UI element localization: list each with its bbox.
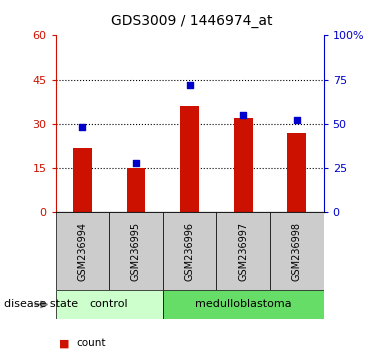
Text: GSM236998: GSM236998 (292, 222, 302, 281)
Point (133, 160, 139, 166)
Bar (56, 212, 109, 290)
Text: medulloblastoma: medulloblastoma (195, 299, 291, 309)
Text: disease state: disease state (4, 299, 78, 309)
Bar (287, 133, 306, 212)
Bar (163, 212, 216, 290)
Bar (126, 168, 146, 212)
Text: GSM236994: GSM236994 (77, 222, 87, 281)
Bar (234, 118, 253, 212)
Text: GSM236997: GSM236997 (238, 222, 248, 281)
Point (240, 112, 246, 118)
Text: control: control (90, 299, 128, 309)
Text: GSM236996: GSM236996 (185, 222, 195, 281)
Text: count: count (77, 338, 106, 348)
Bar (216, 212, 270, 290)
Bar (180, 106, 199, 212)
Text: GDS3009 / 1446974_at: GDS3009 / 1446974_at (111, 14, 272, 28)
Point (294, 118, 300, 123)
Point (187, 82, 193, 88)
Bar (270, 212, 324, 290)
Bar (56, 290, 163, 319)
Point (79, 125, 85, 130)
Bar (163, 290, 324, 319)
Text: GSM236995: GSM236995 (131, 222, 141, 281)
Text: ■: ■ (59, 338, 70, 348)
Bar (109, 212, 163, 290)
Bar (73, 148, 92, 212)
